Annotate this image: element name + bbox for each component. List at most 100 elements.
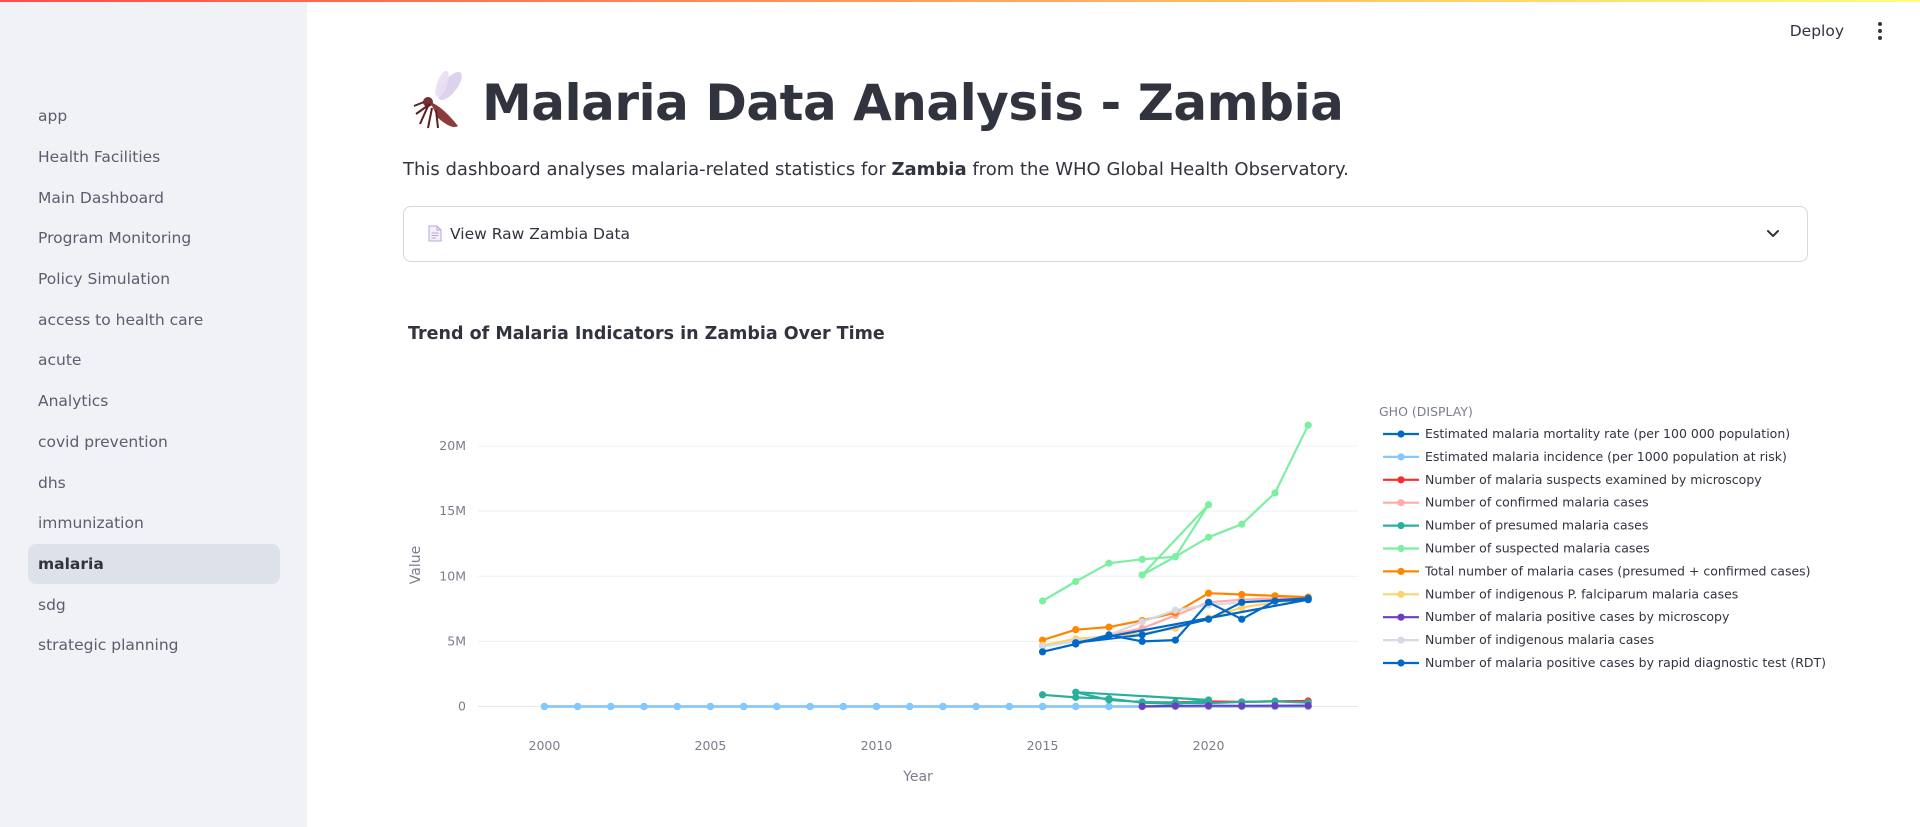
legend-entry-label: Total number of malaria cases (presumed … (1424, 563, 1811, 578)
x-tick-label: 2020 (1193, 738, 1225, 753)
data-point (1304, 701, 1312, 710)
data-point (1304, 421, 1312, 429)
data-point (1238, 615, 1246, 623)
data-point (839, 702, 847, 711)
sidebar-item-program-monitoring[interactable]: Program Monitoring (38, 229, 192, 248)
sidebar-item-acute[interactable]: acute (38, 351, 82, 370)
chart-title: Trend of Malaria Indicators in Zambia Ov… (408, 324, 885, 344)
data-point (1204, 533, 1213, 541)
x-tick-label: 2010 (861, 738, 893, 753)
legend-swatch-point (1397, 590, 1405, 598)
series-line (1142, 704, 1309, 708)
data-point (906, 702, 914, 711)
legend-entry-label: Number of presumed malaria cases (1425, 518, 1648, 533)
document-icon (428, 225, 442, 242)
data-point (1304, 594, 1312, 603)
legend-entry-label: Number of malaria suspects examined by m… (1425, 472, 1762, 487)
data-point (1204, 702, 1213, 710)
data-point (1138, 637, 1146, 645)
legend-swatch-point (1397, 476, 1405, 484)
page-title: Malaria Data Analysis - Zambia (482, 74, 1344, 132)
data-point (1138, 702, 1146, 710)
data-point (1105, 559, 1113, 567)
legend-swatch-point (1397, 567, 1405, 576)
legend-entry-label: Number of malaria positive cases by micr… (1425, 609, 1730, 624)
data-point (1072, 702, 1080, 711)
sidebar-item-analytics[interactable]: Analytics (38, 392, 109, 411)
data-point (1238, 520, 1246, 528)
legend-title: GHO (DISPLAY) (1379, 404, 1473, 419)
sidebar-item-dhs[interactable]: dhs (38, 473, 66, 492)
data-point (1204, 615, 1213, 623)
legend-entry-label: Number of confirmed malaria cases (1425, 495, 1649, 510)
data-point (1271, 597, 1279, 605)
data-point (1204, 501, 1213, 509)
sidebar-item-main-dashboard[interactable]: Main Dashboard (38, 188, 165, 207)
subtitle-country: Zambia (891, 159, 967, 180)
legend-entry-label: Number of indigenous P. falciparum malar… (1425, 586, 1738, 601)
data-point (1038, 702, 1047, 711)
mosquito-icon (413, 70, 462, 129)
kebab-menu-icon[interactable] (1870, 22, 1890, 40)
data-point (1072, 688, 1080, 696)
data-point (1271, 489, 1279, 497)
data-point (1138, 631, 1146, 639)
data-point (1238, 702, 1246, 710)
data-point (972, 702, 980, 711)
sidebar-item-health-facilities[interactable]: Health Facilities (38, 148, 161, 167)
data-point (1271, 702, 1279, 710)
data-point (1072, 626, 1080, 634)
y-tick-label: 15M (439, 503, 466, 518)
sidebar-item-malaria[interactable]: malaria (28, 543, 280, 585)
chevron-down-icon[interactable] (1765, 225, 1781, 241)
sidebar-item-sdg[interactable]: sdg (38, 595, 66, 614)
data-point (773, 702, 781, 711)
legend-swatch-point (1397, 453, 1405, 461)
legend-entry-label: Estimated malaria mortality rate (per 10… (1425, 426, 1790, 441)
page-title-row: Malaria Data Analysis - Zambia (408, 70, 1344, 136)
legend-swatch-point (1397, 499, 1405, 507)
subtitle-text-end: from the WHO Global Health Observatory. (966, 159, 1349, 180)
data-point (540, 702, 549, 711)
sidebar-item-app[interactable]: app (38, 107, 68, 126)
data-point (673, 702, 681, 711)
y-tick-label: 10M (439, 568, 466, 583)
legend-swatch-point (1397, 659, 1405, 667)
legend-swatch-point (1397, 613, 1405, 621)
legend-entry-label: Number of suspected malaria cases (1425, 541, 1650, 556)
data-point (1238, 603, 1246, 612)
data-point (1105, 702, 1113, 711)
data-point (1105, 696, 1113, 704)
x-tick-label: 2015 (1027, 738, 1059, 753)
data-point (1038, 648, 1047, 656)
legend-swatch-point (1397, 636, 1405, 644)
sidebar-item-strategic-planning[interactable]: strategic planning (38, 636, 179, 655)
sidebar-nav: app Health Facilities Main Dashboard Progra… (28, 96, 280, 666)
data-point (1038, 636, 1047, 644)
data-point (607, 702, 615, 711)
sidebar-item-covid-prevention[interactable]: covid prevention (38, 432, 168, 451)
data-point (806, 702, 814, 711)
series-line (1042, 691, 1309, 706)
legend-swatch-point (1397, 430, 1405, 438)
series-line (1042, 597, 1310, 653)
header-actions: Deploy (1790, 22, 1890, 40)
raw-data-expander[interactable]: View Raw Zambia Data (403, 206, 1808, 262)
data-point (872, 702, 881, 711)
data-point (1072, 639, 1080, 647)
sidebar-item-immunization[interactable]: immunization (38, 514, 144, 533)
data-point (1005, 702, 1013, 711)
data-point (939, 702, 947, 711)
data-point (1171, 606, 1179, 614)
sidebar-item-policy-simulation[interactable]: Policy Simulation (38, 270, 171, 289)
data-point (1105, 631, 1113, 639)
y-axis-title: Value (408, 546, 424, 584)
y-tick-label: 5M (447, 633, 466, 648)
deploy-button[interactable]: Deploy (1789, 22, 1844, 40)
data-point (1204, 589, 1213, 597)
data-point (1038, 642, 1047, 651)
page-subtitle: This dashboard analyses malaria-related … (403, 159, 1349, 180)
sidebar-item-access-to-health-care[interactable]: access to health care (38, 310, 204, 329)
data-point (640, 702, 648, 711)
